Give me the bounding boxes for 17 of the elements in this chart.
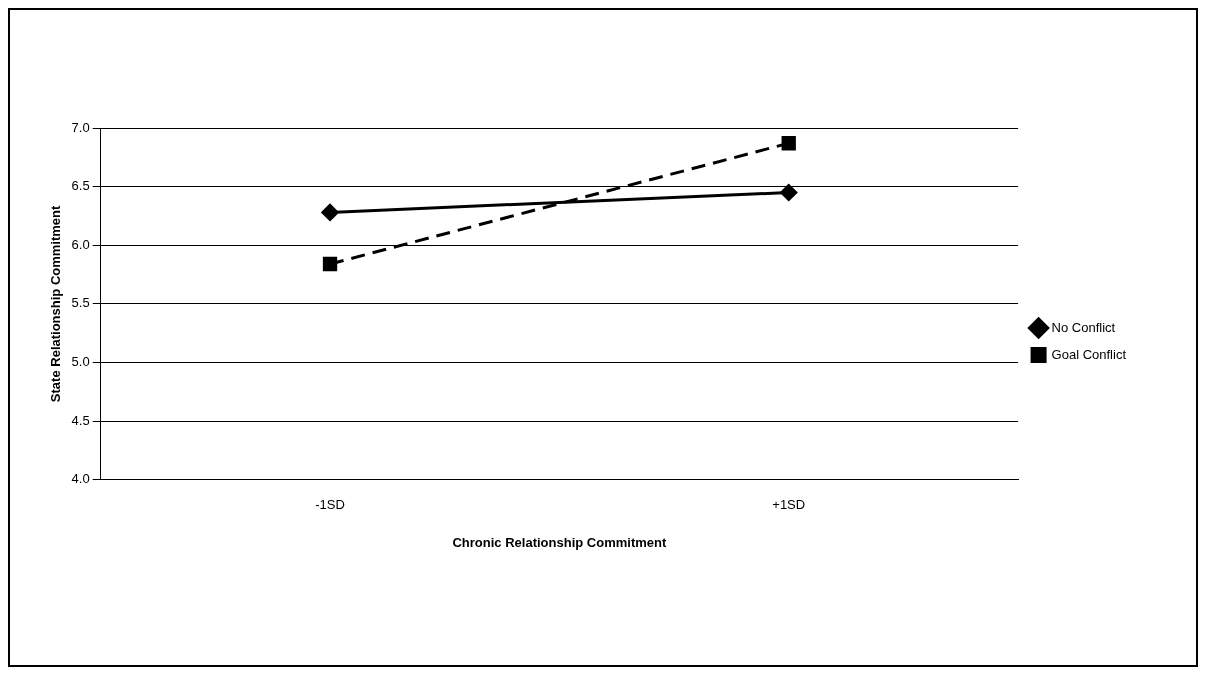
x-tick-label: +1SD — [772, 497, 806, 513]
legend-label: Goal Conflict — [1051, 346, 1127, 362]
y-tick-label: 7.0 — [71, 119, 90, 135]
y-tick-label: 4.0 — [71, 471, 90, 487]
x-axis-title: Chronic Relationship Commitment — [452, 534, 667, 550]
point — [781, 136, 796, 151]
y-tick-label: 5.5 — [71, 295, 90, 311]
point — [780, 184, 798, 201]
y-tick-label: 6.5 — [71, 178, 90, 194]
y-tick-label: 5.0 — [71, 354, 90, 370]
legend-label: No Conflict — [1051, 319, 1116, 335]
y-axis-title: State Relationship Commitment — [48, 205, 64, 403]
point — [321, 203, 339, 221]
y-tick-label: 4.5 — [71, 412, 90, 428]
y-tick-label: 6.0 — [71, 236, 90, 252]
x-tick-label: -1SD — [315, 497, 345, 513]
point — [322, 256, 338, 272]
